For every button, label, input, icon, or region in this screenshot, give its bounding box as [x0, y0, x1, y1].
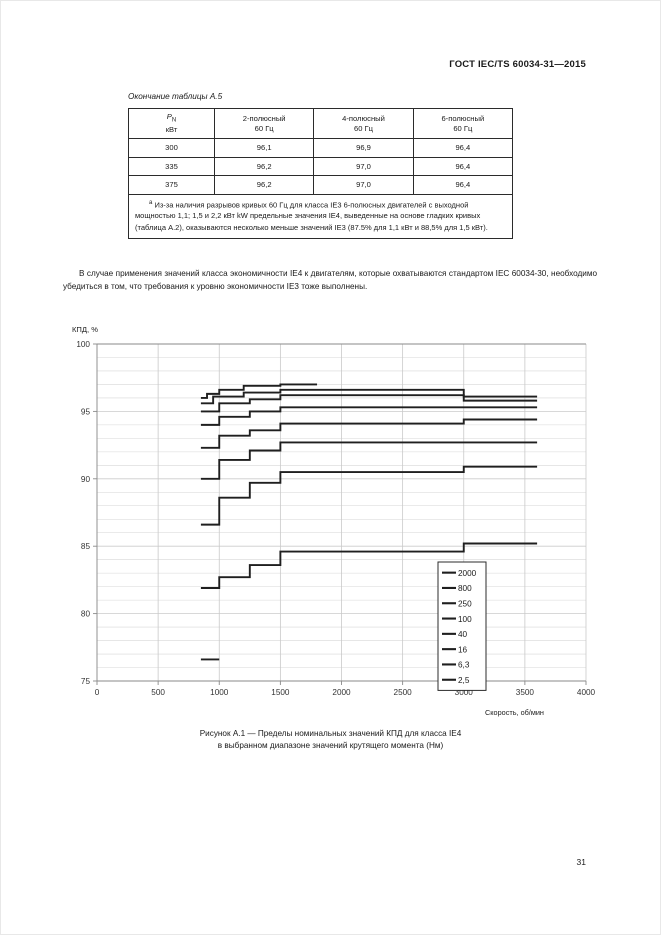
table-header-2pole-l2: 60 Гц	[254, 123, 274, 133]
figure-caption: Рисунок А.1 — Пределы номинальных значен…	[0, 728, 661, 752]
table-header-6pole: 6-полюсный 60 Гц	[412, 108, 514, 139]
table-caption: Окончание таблицы А.5	[128, 92, 223, 101]
figure-caption-line2: в выбранном диапазоне значений крутящего…	[217, 740, 444, 750]
body-paragraph-text: В случае применения значений класса экон…	[63, 269, 597, 291]
page-number: 31	[576, 857, 586, 867]
table-cell: 300	[128, 138, 215, 158]
table-cell: 96,4	[412, 156, 514, 176]
efficiency-table: PN кВт 2-полюсный 60 Гц 4-полюсный 60 Гц…	[128, 108, 514, 239]
table-header-power-unit: кВт	[165, 125, 178, 135]
table-footnote-marker: a	[149, 199, 153, 206]
table-cell: 375	[128, 175, 215, 195]
document-header: ГОСТ IEC/TS 60034-31—2015	[449, 59, 586, 70]
table-cell: 96,9	[313, 138, 414, 158]
table-header-2pole-l1: 2-полюсный	[242, 114, 286, 124]
table-footnote-text: Из-за наличия разрывов кривых 60 Гц для …	[135, 200, 488, 232]
table-cell: 96,4	[412, 138, 514, 158]
table-cell: 97,0	[313, 175, 414, 195]
table-header-power-symbol: P	[166, 112, 172, 122]
table-cell: 96,4	[412, 175, 514, 195]
figure-caption-line1: Рисунок А.1 — Пределы номинальных значен…	[199, 729, 462, 738]
table-cell: 96,1	[213, 138, 315, 158]
table-header-6pole-l2: 60 Гц	[453, 123, 473, 133]
table-header-2pole: 2-полюсный 60 Гц	[213, 108, 315, 139]
table-cell: 97,0	[313, 156, 414, 176]
chart-y-axis-label: КПД, %	[72, 325, 98, 334]
chart-x-axis-label: Скорость, об/мин	[485, 708, 544, 717]
table-header-power-subscript: N	[171, 117, 177, 124]
table-header-6pole-l1: 6-полюсный	[441, 114, 485, 124]
table-row: 375 96,2 97,0 96,4	[128, 175, 514, 195]
table-cell: 96,2	[213, 175, 315, 195]
body-paragraph: В случае применения значений класса экон…	[63, 268, 597, 293]
table-row: 300 96,1 96,9 96,4	[128, 138, 514, 158]
table-header-4pole: 4-полюсный 60 Гц	[313, 108, 414, 139]
table-cell: 96,2	[213, 156, 315, 176]
table-header-power: PN кВт	[128, 108, 215, 139]
table-cell: 335	[128, 156, 215, 176]
table-header-row: PN кВт 2-полюсный 60 Гц 4-полюсный 60 Гц…	[128, 108, 514, 139]
table-footnote-row: a Из-за наличия разрывов кривых 60 Гц дл…	[128, 193, 513, 239]
table-row: 335 96,2 97,0 96,4	[128, 156, 514, 176]
table-header-4pole-l2: 60 Гц	[353, 123, 373, 133]
table-header-4pole-l1: 4-полюсный	[342, 114, 385, 124]
table-footnote: a Из-за наличия разрывов кривых 60 Гц дл…	[128, 193, 513, 239]
